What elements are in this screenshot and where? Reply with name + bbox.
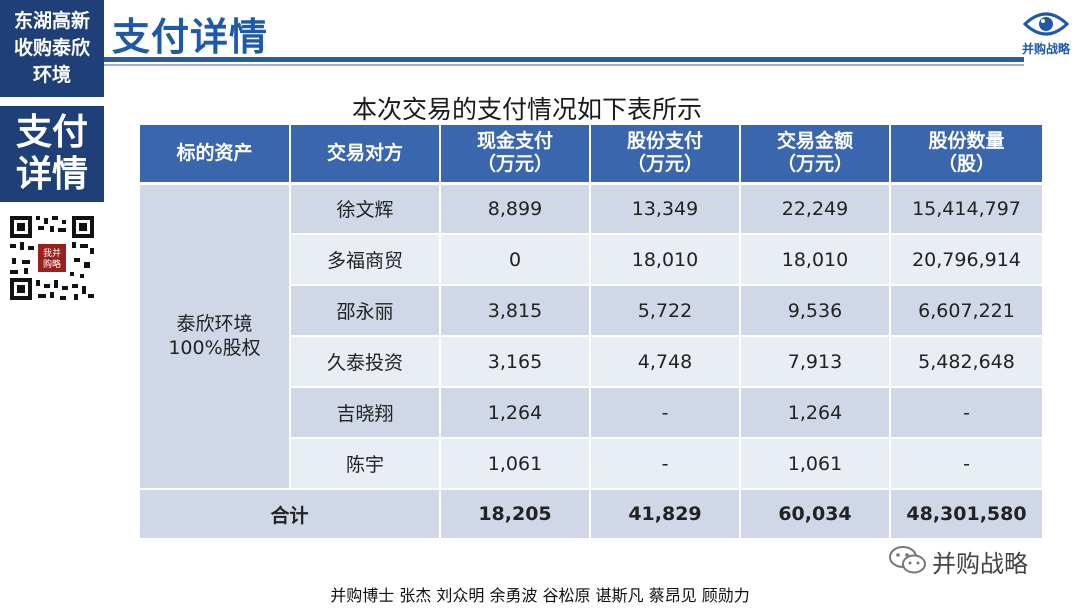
top-left-label: 东湖高新 收购泰欣 环境 xyxy=(0,0,104,97)
header-divider xyxy=(104,57,1024,62)
share-cell: 13,349 xyxy=(590,183,741,235)
wechat-text: 并购战略 xyxy=(932,550,1028,578)
shares-cell: 6,607,221 xyxy=(890,285,1042,337)
cash-cell: 1,061 xyxy=(440,438,591,490)
total-shares: 48,301,580 xyxy=(890,489,1042,540)
top-label-line: 收购泰欣 xyxy=(13,37,90,59)
asset-stake: 100%股权 xyxy=(168,337,261,360)
table-row: 吉晓翔 1,264 - 1,264 - xyxy=(140,387,1042,439)
amount-cell: 9,536 xyxy=(740,285,891,337)
top-label-line: 环境 xyxy=(32,64,71,86)
table-total-row: 合计 18,205 41,829 60,034 48,301,580 xyxy=(140,489,1042,540)
table-row: 多福商贸 0 18,010 18,010 20,796,914 xyxy=(140,234,1042,286)
share-cell: 5,722 xyxy=(590,285,741,337)
party-cell: 陈宇 xyxy=(290,438,441,490)
header-unit: （股） xyxy=(937,153,995,176)
header-text: 股份数量 xyxy=(928,130,1005,153)
eye-logo-icon xyxy=(1023,12,1069,36)
wechat-watermark: 并购战略 xyxy=(888,540,1048,580)
side-label-line: 支付 xyxy=(15,112,88,153)
top-label-line: 东湖高新 xyxy=(13,10,90,32)
wechat-icon xyxy=(889,546,926,574)
header-text: 股份支付 xyxy=(626,130,703,153)
header-divider-thin xyxy=(104,64,1024,66)
cash-cell: 3,815 xyxy=(440,285,591,337)
side-label-line: 详情 xyxy=(15,154,88,195)
amount-cell: 1,264 xyxy=(740,387,891,439)
total-label: 合计 xyxy=(140,489,441,540)
table-row: 久泰投资 3,165 4,748 7,913 5,482,648 xyxy=(140,336,1042,388)
party-cell: 多福商贸 xyxy=(290,234,441,286)
party-cell: 邵永丽 xyxy=(290,285,441,337)
header-share: 股份支付 （万元） xyxy=(590,125,741,185)
header-text: 标的资产 xyxy=(176,141,253,164)
table-caption: 本次交易的支付情况如下表所示 xyxy=(352,95,703,124)
header-text: 交易对方 xyxy=(326,141,403,164)
shares-cell: 5,482,648 xyxy=(890,336,1042,388)
cash-cell: 1,264 xyxy=(440,387,591,439)
amount-cell: 7,913 xyxy=(740,336,891,388)
cash-cell: 3,165 xyxy=(440,336,591,388)
header-text: 交易金额 xyxy=(776,130,853,153)
header-text: 现金支付 xyxy=(476,130,553,153)
logo-text: 并购战略 xyxy=(1021,42,1070,56)
header-amount: 交易金额 （万元） xyxy=(740,125,891,185)
shares-cell: 15,414,797 xyxy=(890,183,1042,235)
asset-name: 泰欣环境 xyxy=(176,313,253,336)
page-title: 支付详情 xyxy=(112,15,269,59)
party-cell: 吉晓翔 xyxy=(290,387,441,439)
brand-logo: 并购战略 xyxy=(1016,4,1076,62)
header-unit: （万元） xyxy=(476,153,553,176)
total-cash: 18,205 xyxy=(440,489,591,540)
qr-stamp-text: 购略 xyxy=(43,258,61,270)
cash-cell: 8,899 xyxy=(440,183,591,235)
asset-cell: 泰欣环境 100%股权 xyxy=(140,183,291,490)
shares-cell: 20,796,914 xyxy=(890,234,1042,286)
share-cell: 4,748 xyxy=(590,336,741,388)
amount-cell: 22,249 xyxy=(740,183,891,235)
table-row: 邵永丽 3,815 5,722 9,536 6,607,221 xyxy=(140,285,1042,337)
side-label: 支付 详情 xyxy=(0,106,104,202)
cash-cell: 0 xyxy=(440,234,591,286)
header-unit: （万元） xyxy=(626,153,703,176)
party-cell: 徐文辉 xyxy=(290,183,441,235)
shares-cell: - xyxy=(890,387,1042,439)
share-cell: - xyxy=(590,387,741,439)
total-share: 41,829 xyxy=(590,489,741,540)
share-cell: 18,010 xyxy=(590,234,741,286)
table-header-row: 标的资产 交易对方 现金支付 （万元） 股份支付 （万元） 交易金额 （万元） 股份数… xyxy=(140,125,1042,185)
qr-code-icon[interactable]: 我并 购略 xyxy=(8,214,96,302)
table-row: 陈宇 1,061 - 1,061 - xyxy=(140,438,1042,490)
total-amount: 60,034 xyxy=(740,489,891,540)
amount-cell: 18,010 xyxy=(740,234,891,286)
share-cell: - xyxy=(590,438,741,490)
shares-cell: - xyxy=(890,438,1042,490)
table-row: 泰欣环境 100%股权 徐文辉 8,899 13,349 22,249 15,4… xyxy=(140,183,1042,490)
header-asset: 标的资产 xyxy=(140,125,291,185)
party-cell: 久泰投资 xyxy=(290,336,441,388)
payment-table: 标的资产 交易对方 现金支付 （万元） 股份支付 （万元） 交易金额 （万元） 股份数… xyxy=(140,125,1042,540)
header-unit: （万元） xyxy=(776,153,853,176)
header-cash: 现金支付 （万元） xyxy=(440,125,591,185)
header-party: 交易对方 xyxy=(290,125,441,185)
qr-stamp-text: 我并 xyxy=(43,247,61,259)
amount-cell: 1,061 xyxy=(740,438,891,490)
footer-credits: 并购博士 张杰 刘众明 余勇波 谷松原 谌斯凡 蔡昂见 顾勋力 xyxy=(330,586,750,605)
header-shares: 股份数量 （股） xyxy=(890,125,1042,185)
